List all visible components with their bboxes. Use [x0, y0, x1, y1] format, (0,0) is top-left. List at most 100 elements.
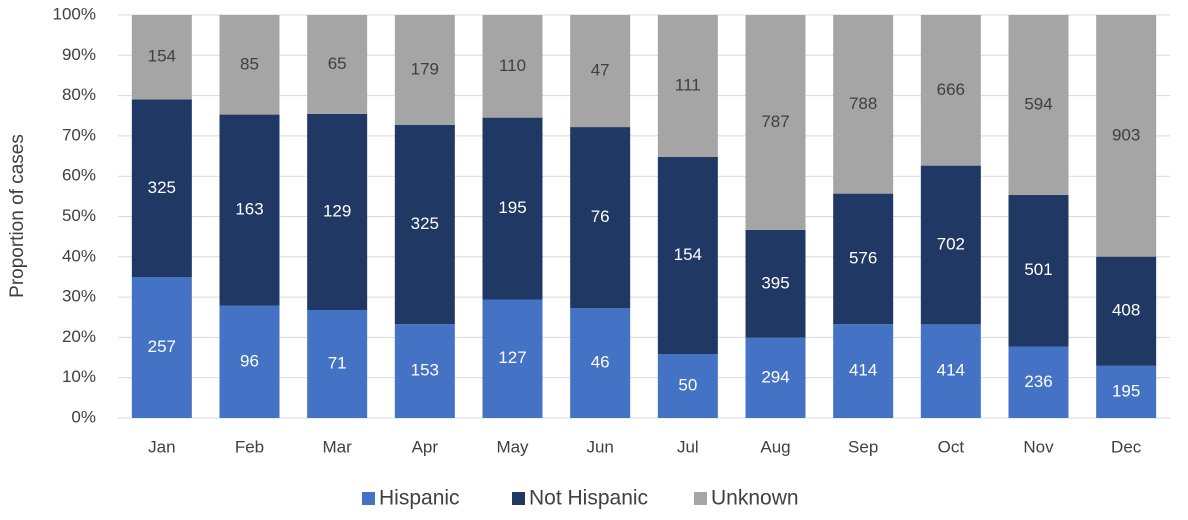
- data-label: 153: [411, 361, 439, 380]
- data-label: 236: [1024, 372, 1052, 391]
- y-tick-label: 40%: [62, 246, 96, 265]
- bar-segment: [131, 277, 192, 418]
- bar-segment: [482, 15, 543, 118]
- data-label: 127: [498, 348, 526, 367]
- legend-swatch: [512, 492, 525, 505]
- bar-segment: [1096, 15, 1157, 257]
- data-label: 325: [148, 178, 176, 197]
- bar-segment: [131, 15, 192, 100]
- data-label: 788: [849, 94, 877, 113]
- data-label: 414: [937, 361, 965, 380]
- x-tick-label: Mar: [323, 437, 353, 456]
- legend-label: Not Hispanic: [529, 487, 648, 510]
- data-label: 195: [1112, 381, 1140, 400]
- data-label: 576: [849, 248, 877, 267]
- y-tick-label: 100%: [53, 4, 96, 23]
- data-label: 325: [411, 214, 439, 233]
- bar-segment: [394, 15, 455, 125]
- y-tick-label: 20%: [62, 327, 96, 346]
- bar-segment: [657, 354, 718, 418]
- data-label: 414: [849, 361, 877, 380]
- bar-segment: [920, 15, 981, 166]
- bar-segment: [920, 324, 981, 418]
- bar-segment: [131, 99, 192, 278]
- y-tick-label: 80%: [62, 85, 96, 104]
- data-label: 666: [937, 80, 965, 99]
- bar-segment: [394, 324, 455, 418]
- data-label: 257: [148, 337, 176, 356]
- data-label: 129: [323, 201, 351, 220]
- data-label: 594: [1024, 94, 1052, 113]
- data-label: 702: [937, 234, 965, 253]
- data-label: 903: [1112, 125, 1140, 144]
- data-label: 96: [240, 351, 259, 370]
- x-tick-label: Apr: [412, 437, 439, 456]
- data-label: 154: [148, 47, 176, 66]
- data-label: 71: [328, 353, 347, 372]
- x-tick-label: Dec: [1111, 437, 1142, 456]
- y-tick-label: 90%: [62, 45, 96, 64]
- bar-segment: [307, 15, 368, 114]
- data-label: 195: [498, 198, 526, 217]
- bar-segment: [657, 157, 718, 355]
- x-tick-label: Jul: [677, 437, 699, 456]
- bar-segment: [307, 310, 368, 418]
- x-tick-label: Oct: [938, 437, 965, 456]
- data-label: 501: [1024, 260, 1052, 279]
- bar-segment: [570, 127, 631, 309]
- bar-segment: [833, 324, 894, 418]
- bar-segment: [1008, 15, 1069, 195]
- y-tick-label: 30%: [62, 287, 96, 306]
- bar-segment: [745, 15, 806, 230]
- y-tick-label: 70%: [62, 125, 96, 144]
- data-label: 76: [591, 207, 610, 226]
- data-label: 163: [235, 200, 263, 219]
- bar-segment: [482, 299, 543, 418]
- bar-segment: [833, 193, 894, 325]
- bar-segment: [219, 305, 280, 418]
- bar-segment: [745, 229, 806, 338]
- data-label: 46: [591, 353, 610, 372]
- x-tick-label: Feb: [235, 437, 264, 456]
- bar-segment: [920, 165, 981, 325]
- data-label: 65: [328, 54, 347, 73]
- bar-segment: [833, 15, 894, 194]
- x-tick-label: Aug: [760, 437, 790, 456]
- data-label: 85: [240, 54, 259, 73]
- legend-swatch: [694, 492, 707, 505]
- y-tick-label: 60%: [62, 166, 96, 185]
- bar-segment: [307, 113, 368, 311]
- bar-segment: [745, 337, 806, 418]
- bar-segment: [570, 15, 631, 128]
- legend-label: Unknown: [711, 487, 799, 510]
- data-label: 154: [674, 245, 702, 264]
- x-tick-label: Sep: [848, 437, 878, 456]
- y-tick-label: 0%: [71, 407, 96, 426]
- x-tick-label: Nov: [1023, 437, 1054, 456]
- y-axis-label: Proportion of cases: [7, 134, 28, 298]
- bar-segment: [657, 15, 718, 158]
- bar-segment: [1008, 194, 1069, 347]
- bar-segment: [1096, 365, 1157, 418]
- x-tick-label: Jun: [586, 437, 613, 456]
- bar-segment: [394, 124, 455, 325]
- data-label: 408: [1112, 301, 1140, 320]
- data-label: 111: [675, 75, 701, 94]
- x-tick-label: Jan: [148, 437, 175, 456]
- y-tick-label: 10%: [62, 367, 96, 386]
- data-label: 395: [761, 273, 789, 292]
- data-label: 47: [591, 61, 610, 80]
- bar-segment: [219, 114, 280, 306]
- bar-segment: [219, 15, 280, 115]
- data-label: 50: [678, 376, 697, 395]
- data-label: 294: [761, 367, 789, 386]
- bar-segment: [570, 308, 631, 418]
- bar-segment: [1096, 256, 1157, 366]
- data-label: 787: [761, 112, 789, 131]
- bar-segment: [1008, 346, 1069, 418]
- x-tick-label: May: [496, 437, 529, 456]
- legend-label: Hispanic: [379, 487, 460, 510]
- bar-segment: [482, 117, 543, 300]
- data-label: 110: [499, 56, 526, 75]
